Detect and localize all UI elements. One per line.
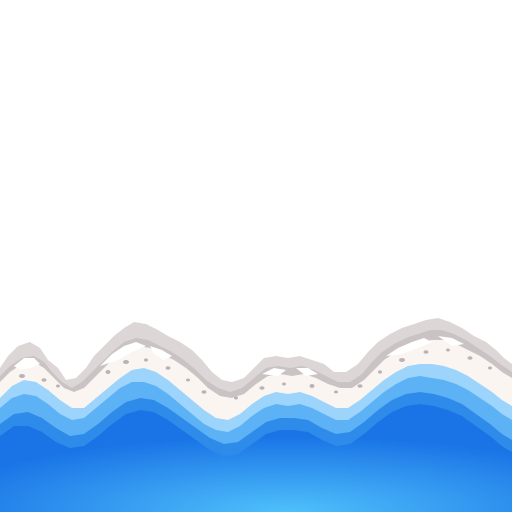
foam-highlights bbox=[14, 336, 464, 376]
foam-pebbles bbox=[19, 348, 492, 400]
water-deep bbox=[0, 404, 512, 512]
